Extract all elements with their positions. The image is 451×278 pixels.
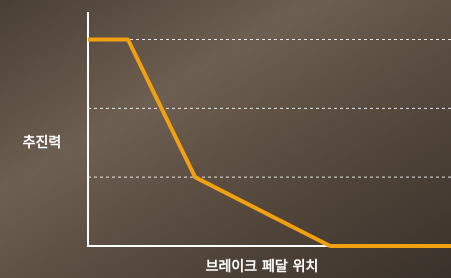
page: {"chart_data": {"type": "line", "x_label…: [0, 0, 451, 278]
x-axis-label: 브레이크 페달 위치: [206, 258, 319, 275]
y-axis-label: 추진력: [23, 134, 62, 151]
background: [0, 0, 451, 278]
chart: 추진력 브레이크 페달 위치: [0, 0, 451, 278]
